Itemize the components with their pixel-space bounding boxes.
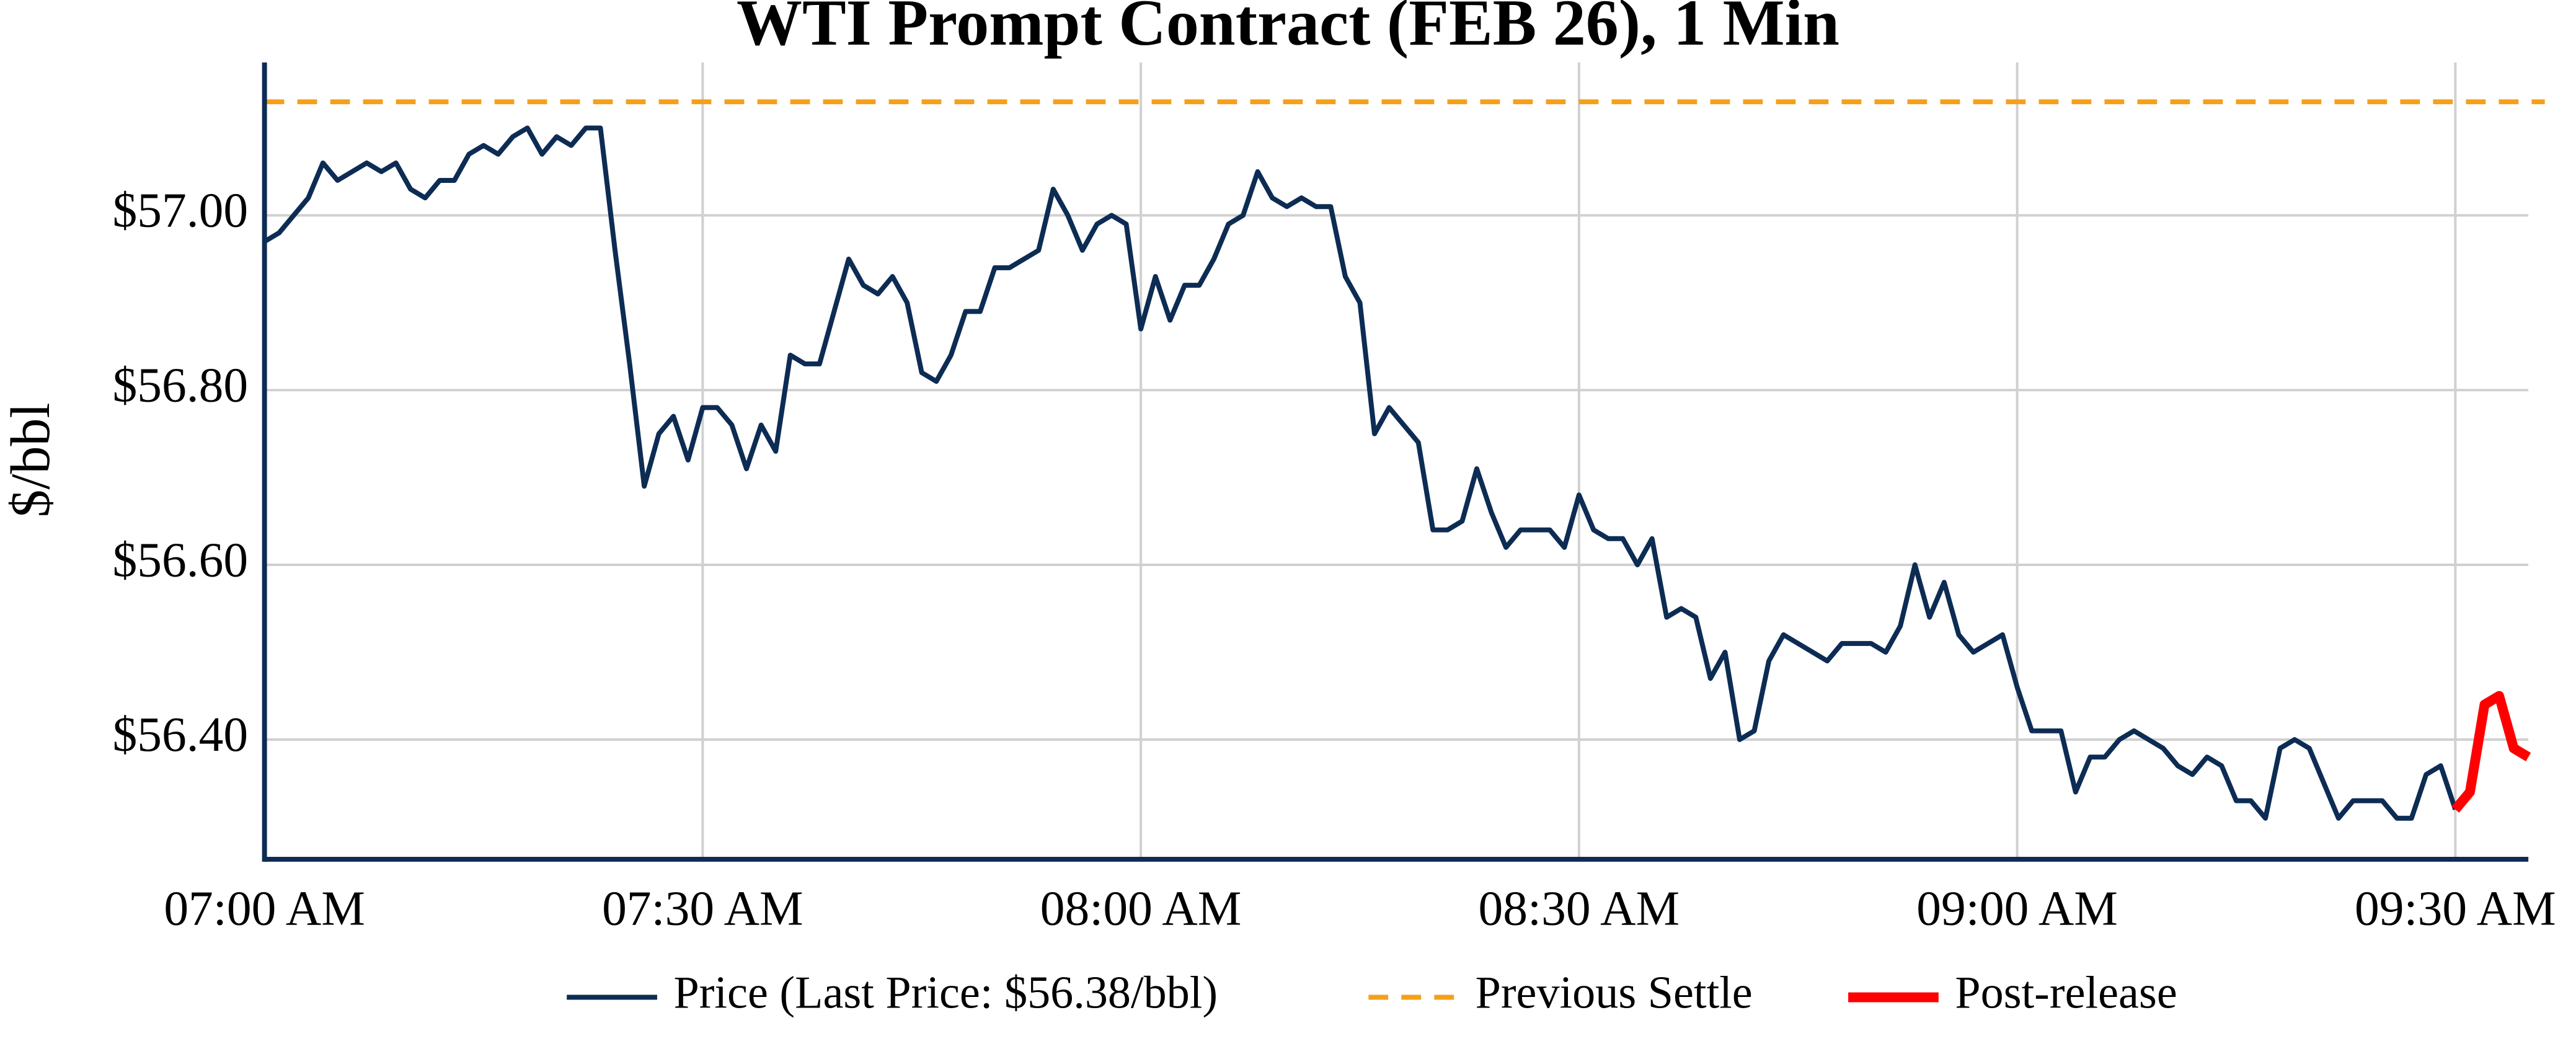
chart-title: WTI Prompt Contract (FEB 26), 1 Min: [737, 0, 1839, 59]
y-tick-label: $56.60: [113, 533, 249, 587]
y-axis-label: $/bbl: [0, 402, 61, 517]
price-line: [263, 125, 2458, 821]
x-tick-label: 07:00 AM: [164, 882, 365, 936]
x-tick-label: 09:30 AM: [2355, 882, 2556, 936]
x-tick-label: 08:30 AM: [1479, 882, 1680, 936]
y-tick-label: $56.40: [113, 707, 249, 762]
x-tick-label: 08:00 AM: [1040, 882, 1242, 936]
y-tick-label: $56.80: [113, 358, 249, 412]
x-tick-label: 07:30 AM: [602, 882, 803, 936]
legend-label: Price (Last Price: $56.38/bbl): [673, 968, 1218, 1019]
x-tick-label: 09:00 AM: [1916, 882, 2118, 936]
price-line: [2451, 691, 2531, 813]
legend-label: Post-release: [1955, 968, 2177, 1019]
y-tick-label: $57.00: [113, 184, 249, 238]
legend-label: Previous Settle: [1476, 968, 1753, 1019]
